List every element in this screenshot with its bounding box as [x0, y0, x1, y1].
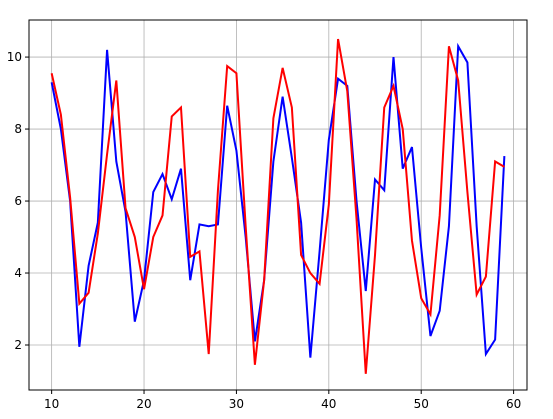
x-tick-label: 50 [414, 397, 429, 411]
y-tick-label: 2 [14, 338, 22, 352]
x-tick-label: 60 [506, 397, 521, 411]
x-tick-label: 40 [321, 397, 336, 411]
y-tick-label: 6 [14, 194, 22, 208]
line-series [50, 42, 506, 358]
x-tick-label: 10 [44, 397, 59, 411]
x-tick-label: 30 [229, 397, 244, 411]
y-tick-label: 8 [14, 122, 22, 136]
y-tick-label: 10 [7, 50, 22, 64]
plot-frame [28, 19, 528, 391]
y-tick-label: 4 [14, 266, 22, 280]
x-tick-label: 20 [136, 397, 151, 411]
line-series [50, 38, 505, 374]
